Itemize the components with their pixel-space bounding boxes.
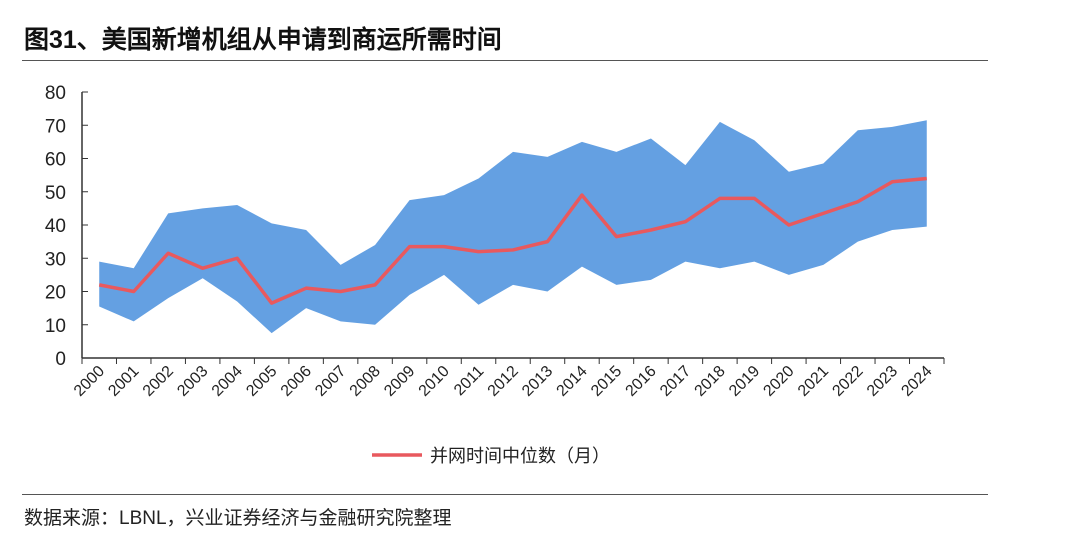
x-tick-label: 2013: [519, 363, 556, 400]
source-note: 数据来源：LBNL，兴业证券经济与金融研究院整理: [24, 508, 452, 529]
x-tick-label: 2020: [760, 363, 797, 400]
x-tick-label: 2014: [554, 363, 591, 400]
x-tick-label: 2001: [105, 363, 142, 400]
x-tick-label: 2006: [278, 363, 315, 400]
y-tick-label: 40: [45, 216, 66, 237]
x-tick-label: 2019: [726, 363, 763, 400]
y-tick-label: 50: [45, 183, 66, 204]
x-tick-label: 2011: [451, 363, 487, 399]
x-tick-label: 2017: [657, 363, 694, 400]
x-tick-label: 2003: [174, 363, 211, 400]
y-tick-label: 60: [45, 150, 66, 171]
x-tick-label: 2024: [898, 363, 935, 400]
x-tick-label: 2009: [381, 363, 418, 400]
y-tick-label: 20: [45, 283, 66, 304]
legend-label: 并网时间中位数（月）: [430, 446, 610, 467]
x-tick-label: 2008: [347, 363, 384, 400]
y-tick-label: 80: [45, 83, 66, 104]
x-tick-label: 2022: [829, 363, 866, 400]
range-band: [99, 120, 927, 334]
x-tick-label: 2021: [795, 363, 832, 400]
title-divider: [22, 60, 988, 61]
x-tick-label: 2005: [243, 363, 280, 400]
x-tick-label: 2016: [623, 363, 660, 400]
x-tick-label: 2002: [140, 363, 177, 400]
y-tick-label: 10: [45, 316, 66, 337]
x-tick-label: 2015: [588, 363, 625, 400]
source-divider: [22, 494, 988, 495]
x-tick-label: 2012: [485, 363, 522, 400]
chart-title: 图31、美国新增机组从申请到商运所需时间: [24, 26, 502, 54]
x-tick-label: 2010: [416, 363, 453, 400]
x-tick-label: 2004: [209, 363, 246, 400]
x-tick-label: 2007: [312, 363, 349, 400]
x-tick-label: 2000: [71, 363, 108, 400]
y-tick-label: 0: [55, 349, 66, 370]
x-tick-label: 2018: [692, 363, 729, 400]
y-tick-label: 30: [45, 249, 66, 270]
x-tick-label: 2023: [864, 363, 901, 400]
y-tick-label: 70: [45, 116, 66, 137]
